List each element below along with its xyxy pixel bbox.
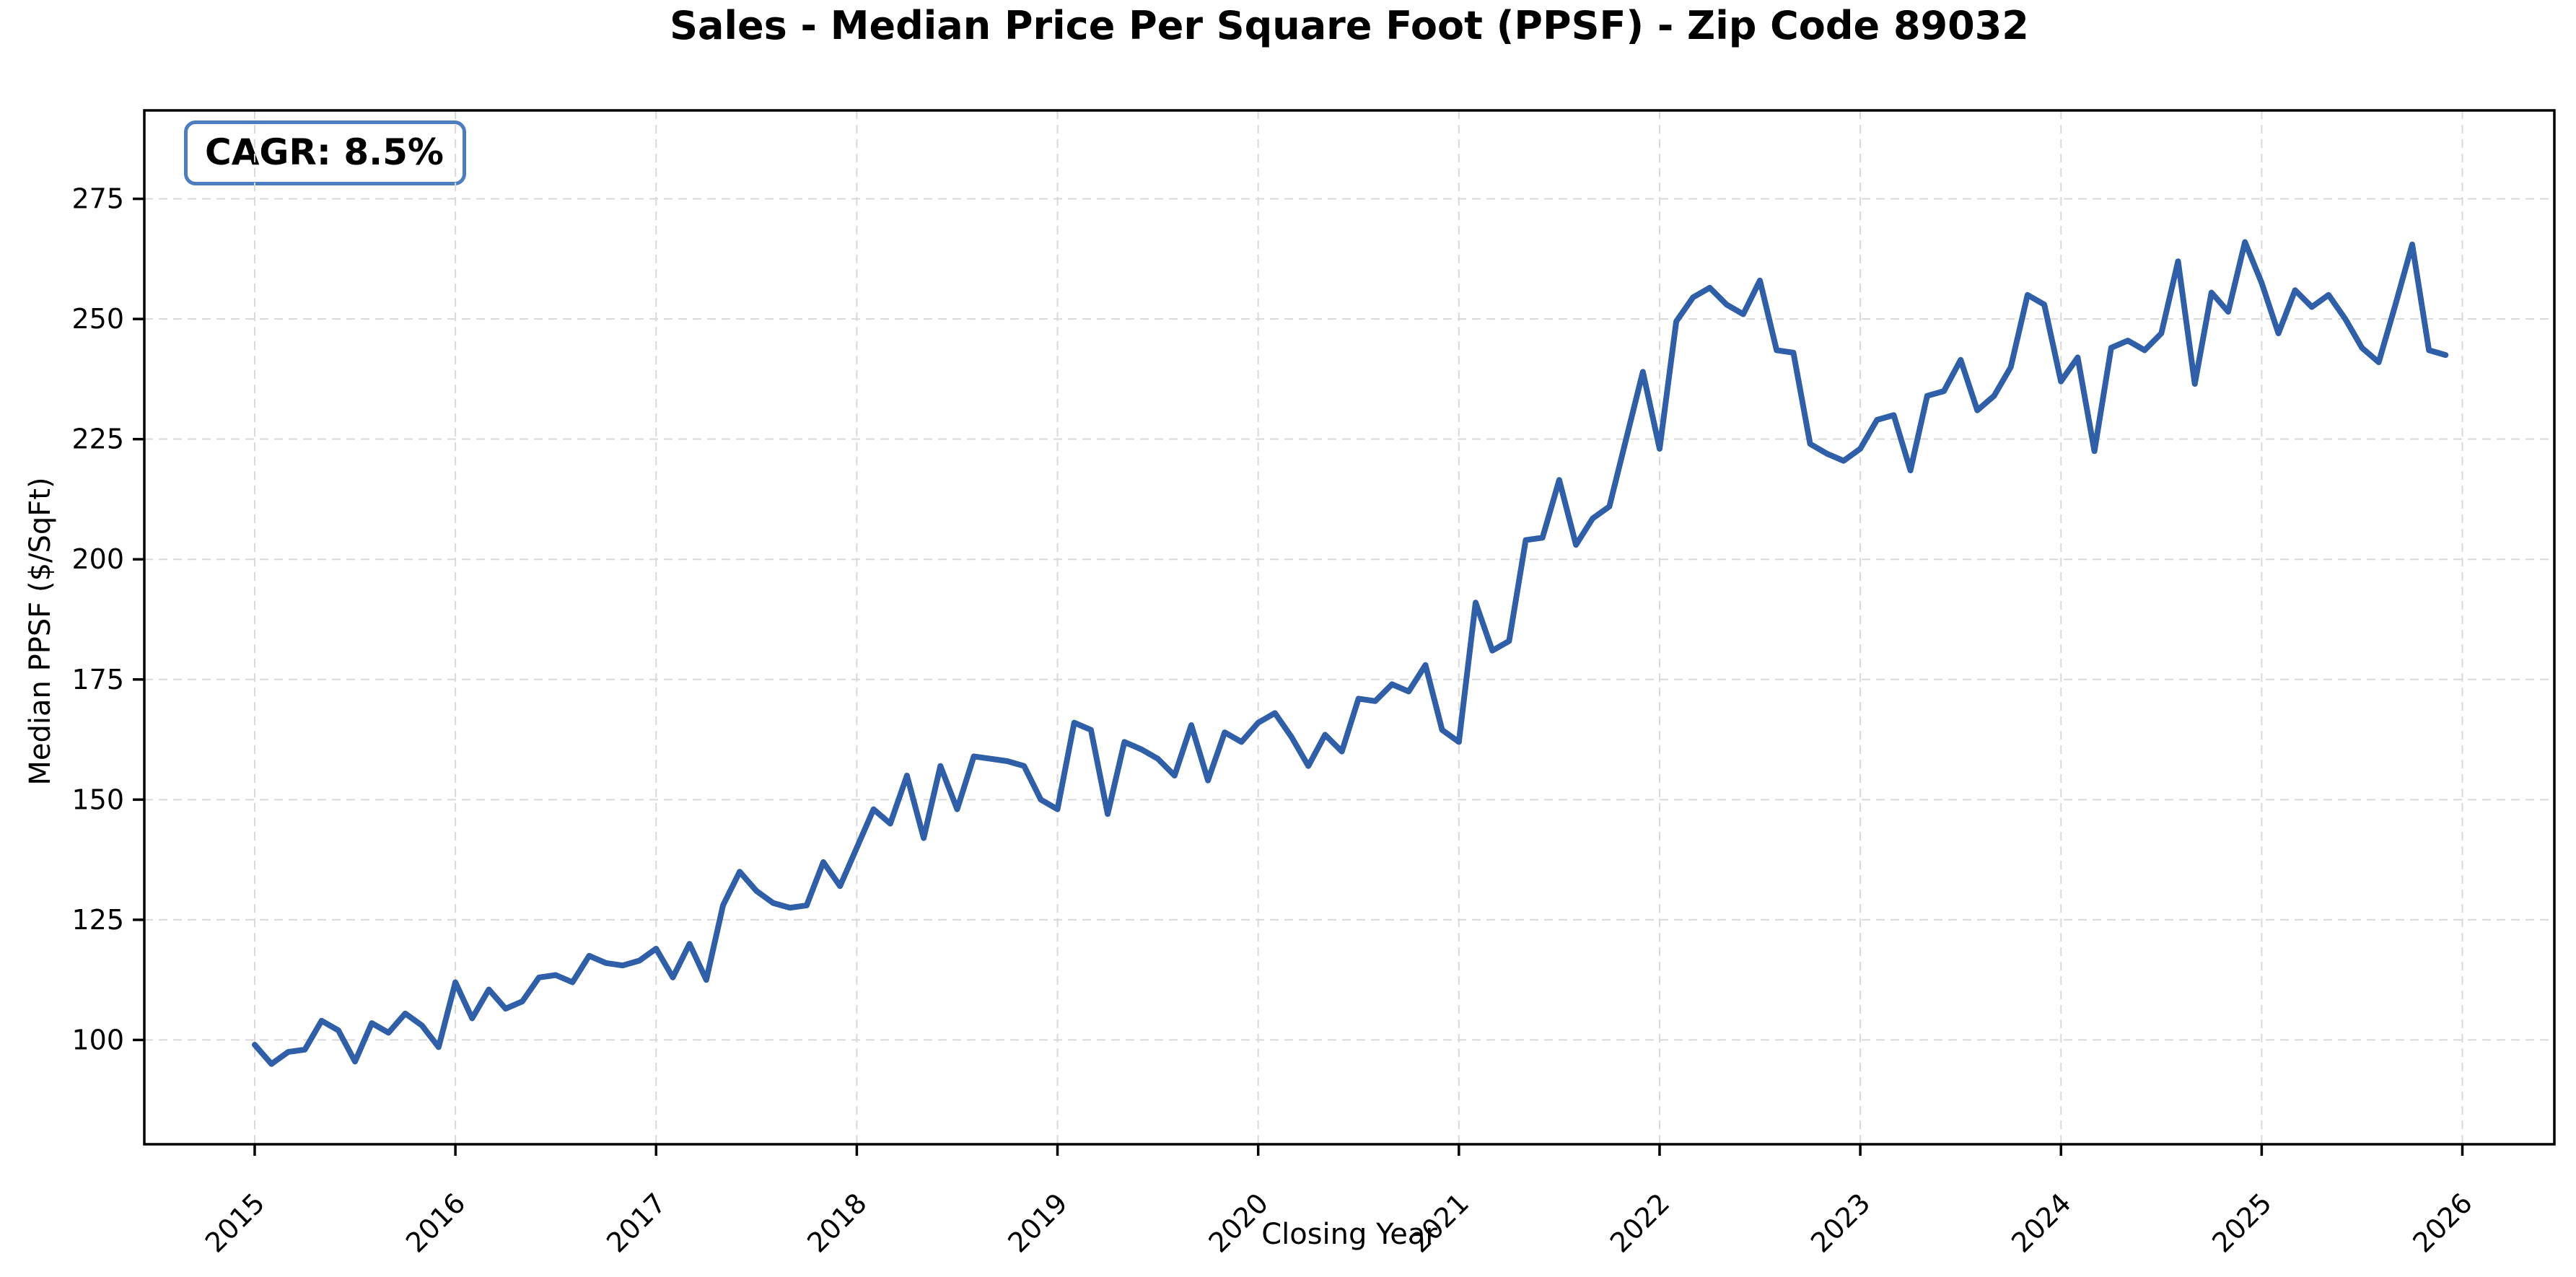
y-tick-label-200: 200	[71, 543, 124, 575]
ppsf-line-series	[252, 239, 2449, 1067]
chart-title: Sales - Median Price Per Square Foot (PP…	[670, 3, 2029, 48]
axis-ticks	[133, 197, 2464, 1156]
y-tick-label-150: 150	[71, 784, 124, 815]
plot-frame	[143, 109, 2556, 1146]
cagr-annotation-box: CAGR: 8.5%	[184, 120, 467, 185]
median-ppsf-polyline	[252, 239, 2449, 1067]
x-axis-title: Closing Year	[1261, 1218, 1437, 1251]
y-tick-label-175: 175	[71, 664, 124, 695]
y-tick-label-125: 125	[71, 904, 124, 936]
y-axis-title: Median PPSF ($/SqFt)	[24, 477, 57, 786]
y-tick-label-250: 250	[71, 303, 124, 335]
y-tick-labels: 100 125 150 175 200 225 250 275	[71, 183, 124, 1056]
cagr-annotation-text: CAGR: 8.5%	[205, 131, 444, 173]
y-tick-label-275: 275	[71, 183, 124, 215]
gridlines	[144, 110, 2554, 1144]
y-tick-label-100: 100	[71, 1024, 124, 1056]
y-tick-label-225: 225	[71, 424, 124, 455]
